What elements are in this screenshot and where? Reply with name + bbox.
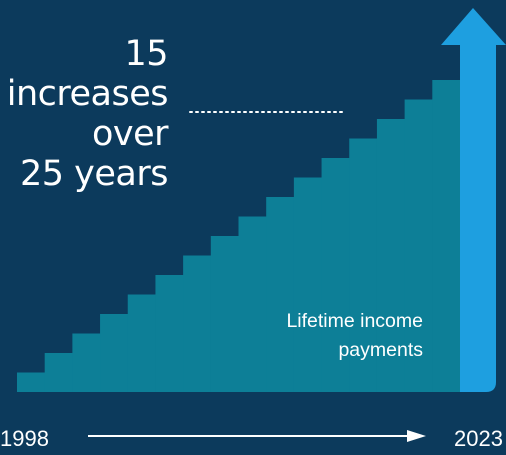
headline: 15 increases over 25 years	[6, 34, 169, 194]
x-axis-start-label: 1998	[0, 426, 49, 451]
stair-step	[266, 197, 295, 392]
stair-step	[100, 314, 129, 392]
stair-step	[404, 99, 433, 392]
arrow-shaft	[460, 44, 496, 392]
stair-step	[183, 255, 212, 392]
stair-step	[127, 294, 157, 392]
stair-step	[432, 80, 461, 392]
headline-line-3: over	[91, 114, 169, 154]
x-axis-end-label: 2023	[454, 426, 503, 451]
stair-step	[349, 138, 378, 392]
staircase-series	[17, 80, 461, 392]
stair-step	[321, 158, 350, 392]
stair-step	[155, 275, 184, 392]
headline-line-4: 25 years	[20, 154, 168, 194]
stair-step	[376, 119, 406, 392]
stair-step	[72, 333, 101, 392]
stair-step	[293, 177, 323, 392]
timeline-arrowhead-icon	[407, 430, 426, 442]
headline-line-1: 15	[124, 34, 168, 74]
rising-arrow-icon	[441, 8, 506, 392]
series-label: Lifetime income payments	[286, 307, 423, 365]
arrow-head-icon	[441, 8, 506, 45]
headline-line-2: increases	[6, 74, 169, 114]
stair-step	[44, 353, 73, 392]
timeline-arrow	[88, 430, 426, 442]
series-label-line-2: payments	[338, 339, 423, 361]
stair-step	[210, 236, 240, 392]
stair-step	[238, 216, 267, 392]
series-label-line-1: Lifetime income	[286, 310, 423, 332]
stair-step	[17, 372, 46, 392]
